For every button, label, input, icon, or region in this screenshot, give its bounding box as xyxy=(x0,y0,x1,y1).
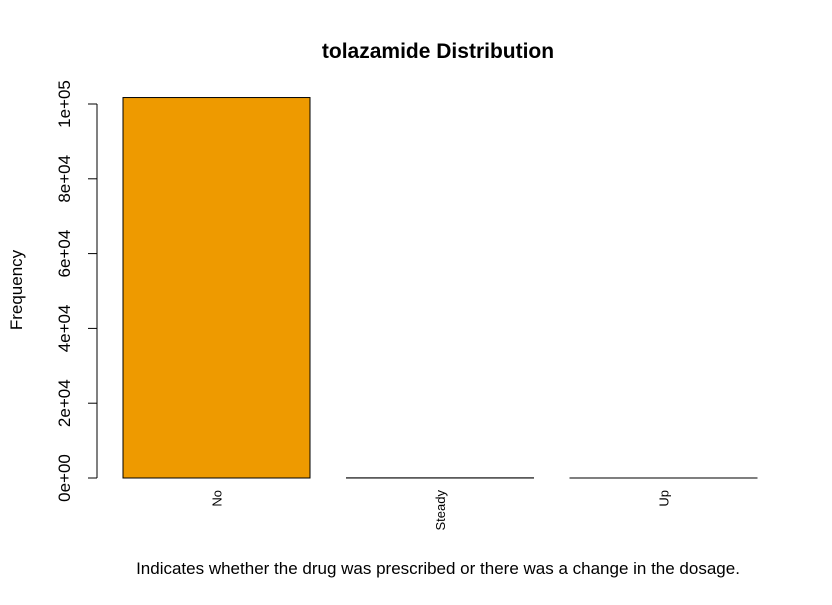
x-axis-tick-labels: No Steady Up xyxy=(210,490,672,531)
y-tick-label: 2e+04 xyxy=(55,379,74,427)
x-tick-label: Up xyxy=(657,490,672,507)
bars xyxy=(122,97,758,479)
x-axis-label: Indicates whether the drug was prescribe… xyxy=(136,559,740,578)
y-axis: 0e+00 2e+04 4e+04 6e+04 8e+04 1e+05 xyxy=(55,80,98,502)
y-tick-label: 8e+04 xyxy=(55,155,74,203)
chart-title: tolazamide Distribution xyxy=(322,40,554,63)
bar-no xyxy=(122,97,311,479)
y-tick-label: 1e+05 xyxy=(55,80,74,128)
y-axis-label: Frequency xyxy=(7,249,26,330)
y-tick-label: 0e+00 xyxy=(55,454,74,502)
y-tick-label: 4e+04 xyxy=(55,305,74,353)
y-tick-label: 6e+04 xyxy=(55,230,74,278)
x-tick-label: No xyxy=(210,490,225,507)
x-tick-label: Steady xyxy=(433,490,448,531)
